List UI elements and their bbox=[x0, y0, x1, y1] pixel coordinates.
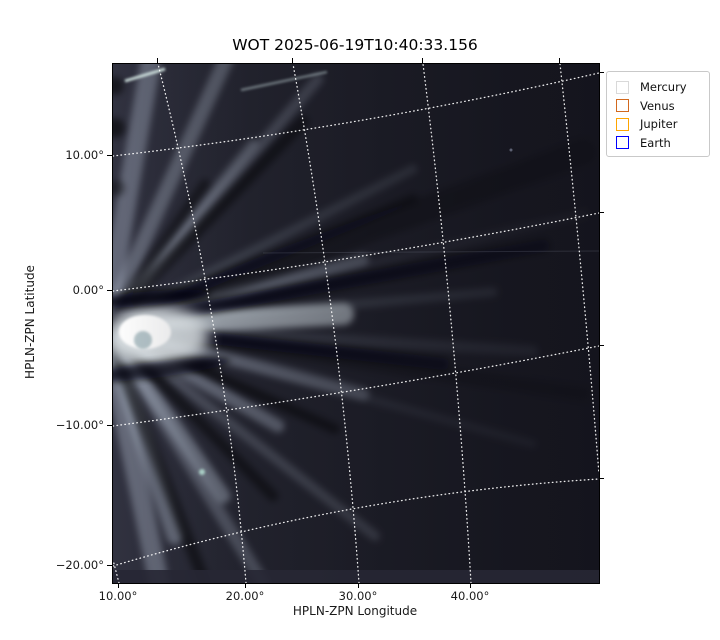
plot-area bbox=[112, 63, 600, 584]
lat-line-0 bbox=[113, 212, 599, 292]
y-axis-label: HPLN-ZPN Latitude bbox=[23, 265, 37, 379]
top-tick bbox=[559, 58, 561, 63]
lon-line-40 bbox=[422, 64, 472, 583]
plot-title: WOT 2025-06-19T10:40:33.156 bbox=[232, 36, 478, 54]
x-tick-label: 40.00° bbox=[450, 589, 490, 603]
top-tick bbox=[292, 58, 294, 63]
bottom-tick bbox=[470, 583, 472, 588]
x-tick-label: 20.00° bbox=[225, 589, 265, 603]
top-tick bbox=[157, 58, 159, 63]
sky-image bbox=[113, 64, 599, 583]
earth-marker-icon bbox=[616, 136, 629, 150]
legend-item-earth: Earth bbox=[616, 134, 703, 153]
lon-line-10 bbox=[113, 559, 120, 583]
artifact-line bbox=[262, 250, 599, 254]
legend-item-venus: Venus bbox=[616, 97, 703, 116]
right-tick bbox=[599, 71, 604, 73]
legend: Mercury Venus Jupiter Earth bbox=[606, 71, 710, 157]
legend-label: Venus bbox=[640, 98, 675, 113]
bottom-tick bbox=[118, 583, 120, 588]
legend-label: Mercury bbox=[640, 80, 687, 95]
bottom-tick bbox=[358, 583, 360, 588]
x-tick-label: 30.00° bbox=[338, 589, 378, 603]
left-tick bbox=[107, 424, 112, 426]
right-tick bbox=[599, 211, 604, 213]
y-tick-label: 0.00° bbox=[72, 283, 104, 297]
bottom-tick bbox=[245, 583, 247, 588]
venus-marker-icon bbox=[616, 99, 629, 113]
left-tick bbox=[107, 154, 112, 156]
dark-veil bbox=[113, 64, 599, 583]
legend-label: Earth bbox=[640, 135, 671, 150]
legend-label: Jupiter bbox=[640, 117, 678, 132]
bottom-strip bbox=[113, 570, 599, 583]
y-tick-label: 10.00° bbox=[65, 148, 104, 162]
right-tick bbox=[599, 344, 604, 346]
jupiter-marker-icon bbox=[616, 117, 629, 131]
y-tick-label: −10.00° bbox=[55, 418, 104, 432]
x-axis-label: HPLN-ZPN Longitude bbox=[292, 604, 418, 618]
top-tick bbox=[422, 58, 424, 63]
point-source bbox=[199, 469, 205, 475]
coordinate-grid bbox=[113, 64, 599, 583]
y-tick-label: −20.00° bbox=[55, 558, 104, 572]
lon-line-20 bbox=[157, 64, 247, 583]
left-tick bbox=[107, 289, 112, 291]
lat-line-m10 bbox=[113, 345, 599, 427]
x-tick-label: 10.00° bbox=[98, 589, 138, 603]
lat-line-m20 bbox=[113, 478, 599, 567]
faint-star bbox=[509, 148, 513, 152]
left-tick bbox=[107, 564, 112, 566]
lat-line-10 bbox=[113, 72, 599, 157]
legend-item-jupiter: Jupiter bbox=[616, 115, 703, 134]
legend-item-mercury: Mercury bbox=[616, 78, 703, 97]
mercury-marker-icon bbox=[616, 80, 629, 94]
right-tick bbox=[599, 477, 604, 479]
lon-line-50 bbox=[559, 64, 599, 475]
bright-streaks bbox=[124, 67, 328, 92]
